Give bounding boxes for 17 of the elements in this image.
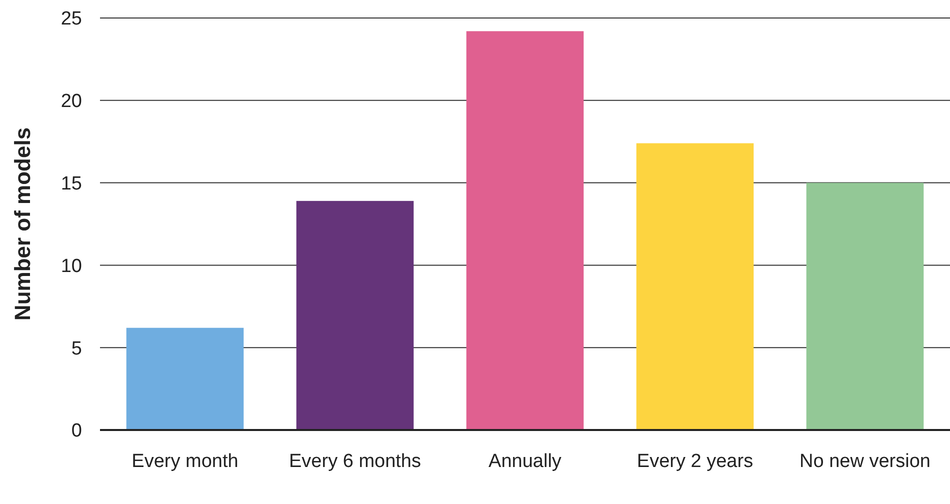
bar	[636, 143, 754, 430]
bar	[126, 328, 244, 430]
x-tick-label: Every 6 months	[289, 451, 421, 472]
y-tick-label: 0	[71, 420, 82, 442]
bar	[296, 200, 414, 430]
y-tick-label: 15	[60, 173, 82, 194]
bar	[466, 31, 584, 430]
y-tick-label: 10	[60, 256, 82, 277]
x-tick-label: Every month	[132, 451, 238, 472]
y-tick-label: 20	[60, 91, 82, 112]
x-tick-label: Annually	[488, 451, 562, 472]
bar	[806, 182, 924, 430]
y-axis-title: Number of models	[10, 127, 35, 321]
x-tick-label: No new version	[800, 451, 930, 472]
x-tick-label: Every 2 years	[636, 451, 754, 472]
y-tick-label: 5	[71, 338, 82, 360]
y-tick-label: 25	[60, 8, 82, 30]
